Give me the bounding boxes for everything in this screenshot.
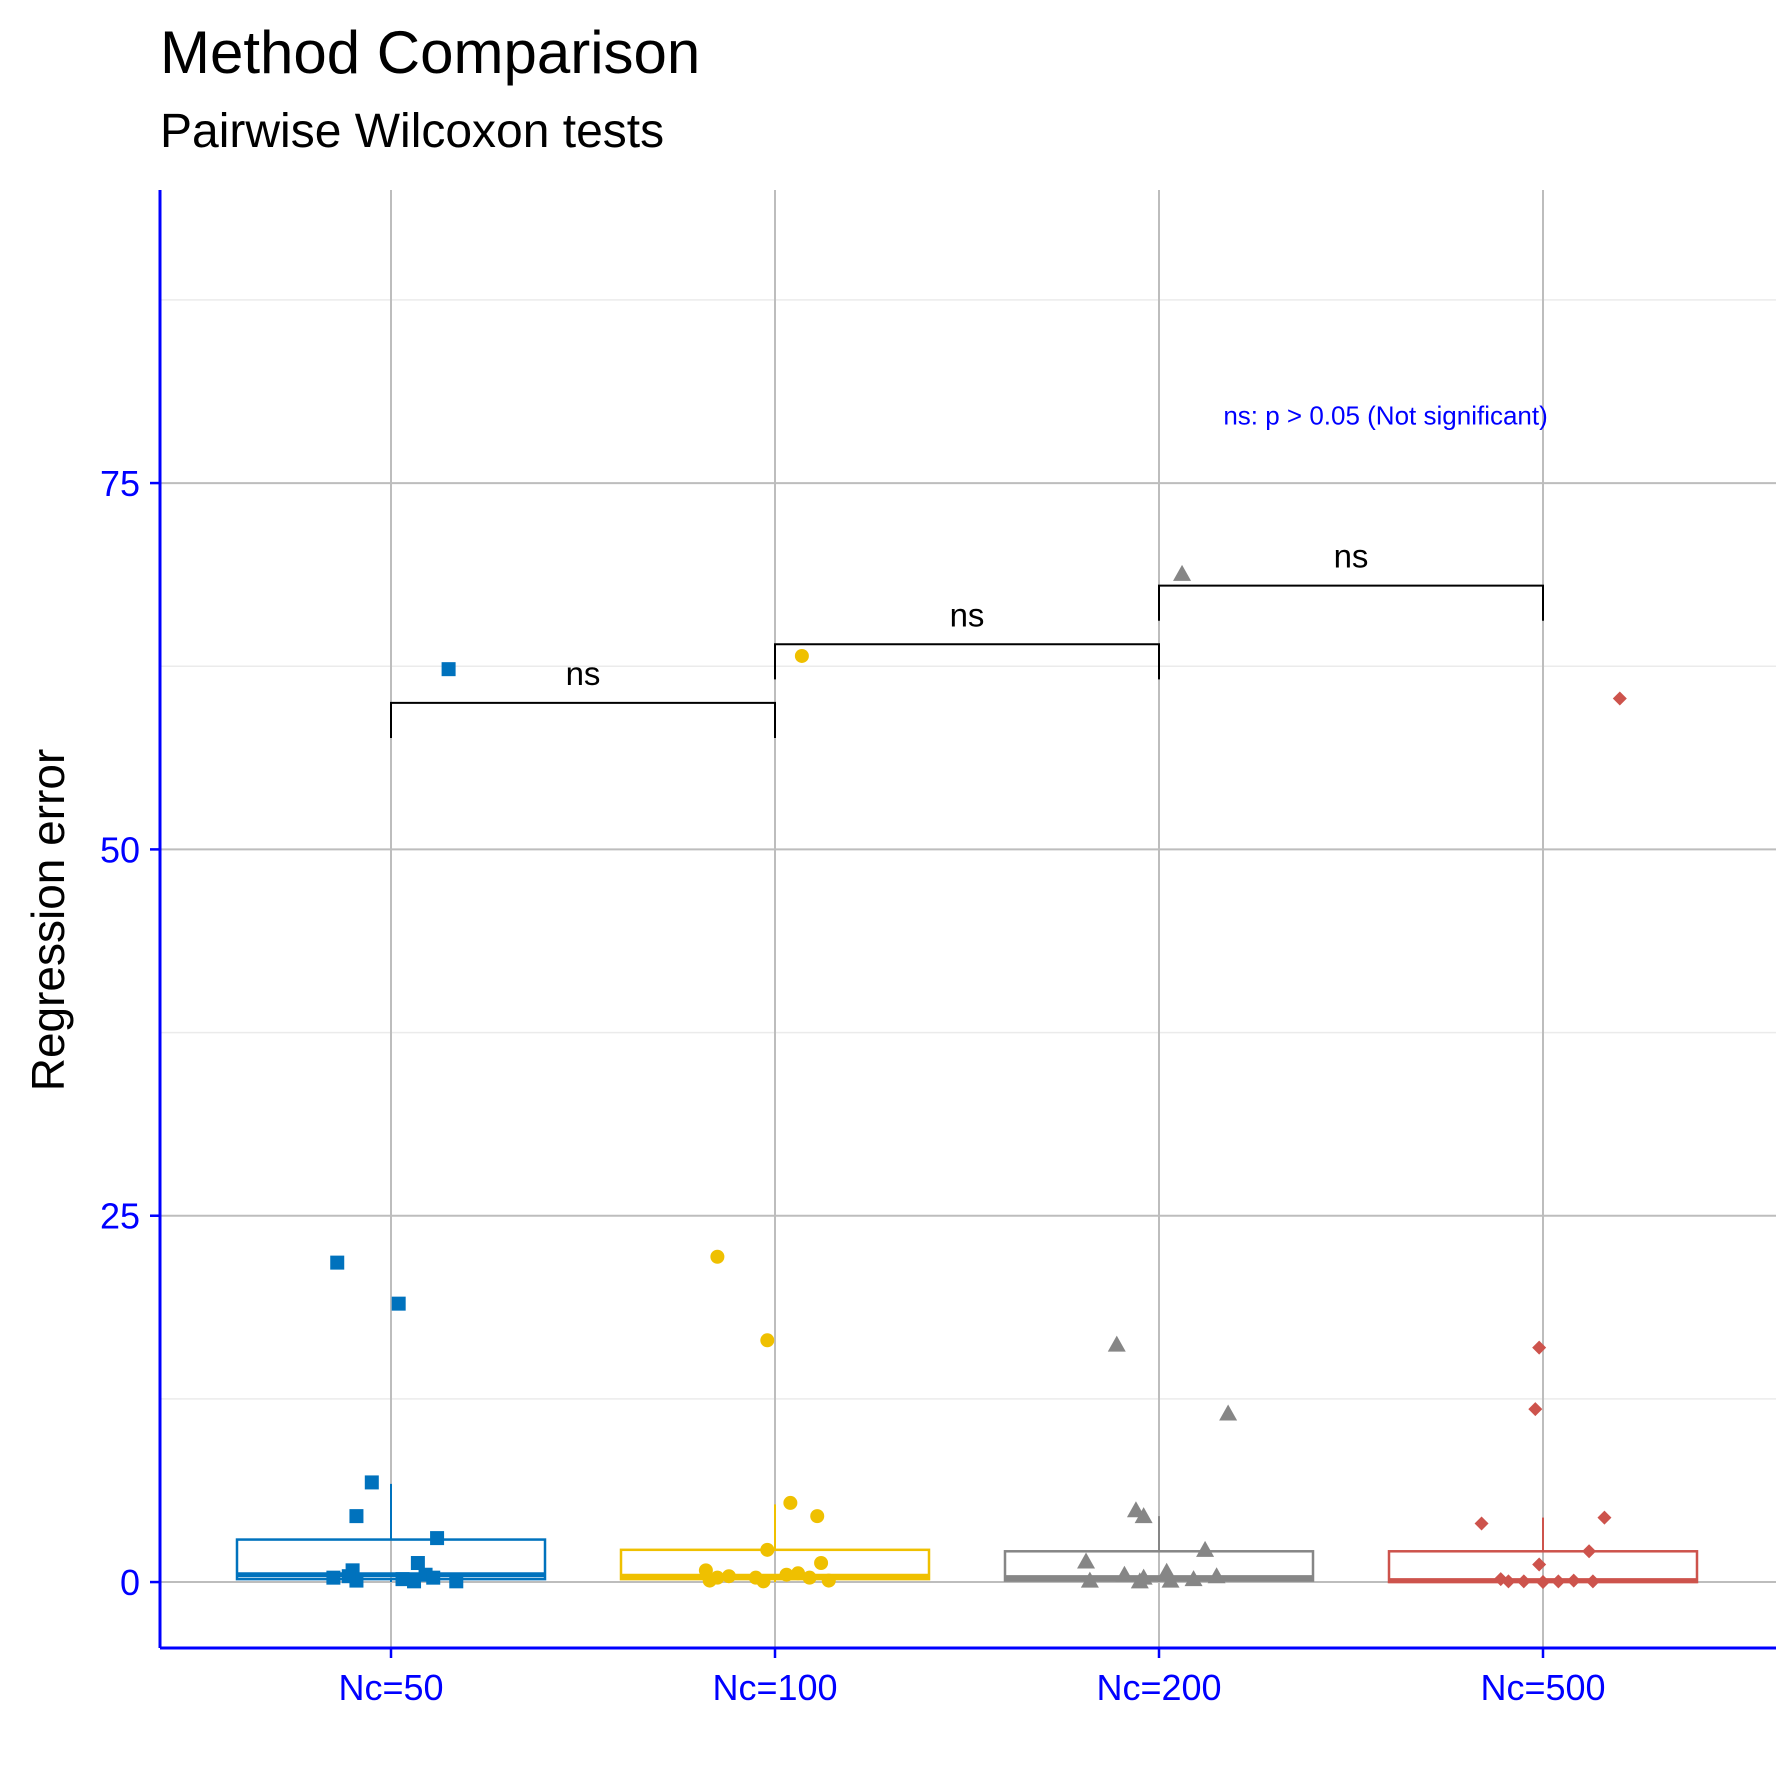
data-point [449,1574,464,1589]
significance-bracket [390,701,776,739]
data-point [721,1569,736,1584]
data-point [1219,1404,1238,1421]
box-nc-100 [619,1548,931,1581]
data-point [1184,1570,1203,1587]
y-tick-label: 50 [100,829,140,870]
significance-bracket [1158,584,1544,621]
x-tick-label: Nc=100 [712,1667,837,1708]
data-point [1115,1565,1134,1582]
data-point [410,1556,425,1571]
data-point [391,1296,406,1311]
data-point [1080,1571,1099,1588]
data-point [756,1574,771,1589]
data-point [1612,691,1627,706]
data-point [1532,1340,1547,1355]
data-point [1585,1574,1600,1589]
data-point [710,1249,725,1264]
data-point [810,1509,825,1524]
data-point [760,1333,775,1348]
x-tick-label: Nc=50 [338,1667,443,1708]
data-point [426,1570,441,1585]
box-nc-200 [1003,1550,1315,1582]
y-tick-label: 75 [100,463,140,504]
data-point [326,1570,341,1585]
data-point [1474,1516,1489,1531]
data-point [1501,1574,1516,1589]
sig-layer: ns ns ns [390,538,1544,739]
data-point [441,662,456,677]
data-point [794,648,809,663]
box-nc-50 [235,1538,547,1581]
significance-note: ns: p > 0.05 (Not significant) [1223,400,1547,430]
significance-label: ns [566,655,601,692]
data-point [407,1574,422,1589]
data-point [1207,1567,1226,1584]
data-point [783,1495,798,1510]
data-point [760,1542,775,1557]
significance-label: ns [950,596,985,633]
data-point [1196,1540,1215,1557]
data-point [791,1566,806,1581]
data-point [1566,1573,1581,1588]
x-tick-label: Nc=500 [1480,1667,1605,1708]
data-point [1077,1552,1096,1569]
data-point [814,1556,829,1571]
chart-subtitle: Pairwise Wilcoxon tests [160,105,665,158]
data-point [1528,1402,1543,1417]
data-point [1597,1510,1612,1525]
data-point [330,1255,345,1270]
data-point [1536,1575,1550,1590]
data-point [1516,1574,1531,1589]
data-point [702,1573,717,1588]
data-point [364,1475,379,1490]
significance-bracket [774,643,1160,680]
data-point [395,1572,410,1587]
data-point [1551,1574,1566,1589]
y-tick-label: 25 [100,1196,140,1237]
data-point [1532,1557,1547,1572]
data-point [430,1531,445,1546]
data-point [1130,1572,1149,1589]
box-layer [235,1483,1699,1584]
data-point [1107,1335,1126,1352]
data-point [802,1570,817,1585]
data-point [349,1509,364,1524]
data-point [1173,564,1192,581]
data-point [1582,1544,1597,1559]
data-point [1161,1571,1180,1588]
data-point [341,1569,356,1584]
data-point [779,1567,794,1582]
x-tick-label: Nc=200 [1096,1667,1221,1708]
chart-title: Method Comparison [160,19,701,86]
point-layer [326,564,1627,1590]
axis-layer: 0 25 50 75 Nc=50 Nc=100 Nc=200 Nc=500 [100,190,1776,1708]
data-point [821,1573,836,1588]
y-axis-title: Regression error [22,749,74,1092]
data-point [1134,1507,1153,1524]
significance-label: ns [1334,538,1369,575]
y-tick-label: 0 [120,1562,140,1603]
